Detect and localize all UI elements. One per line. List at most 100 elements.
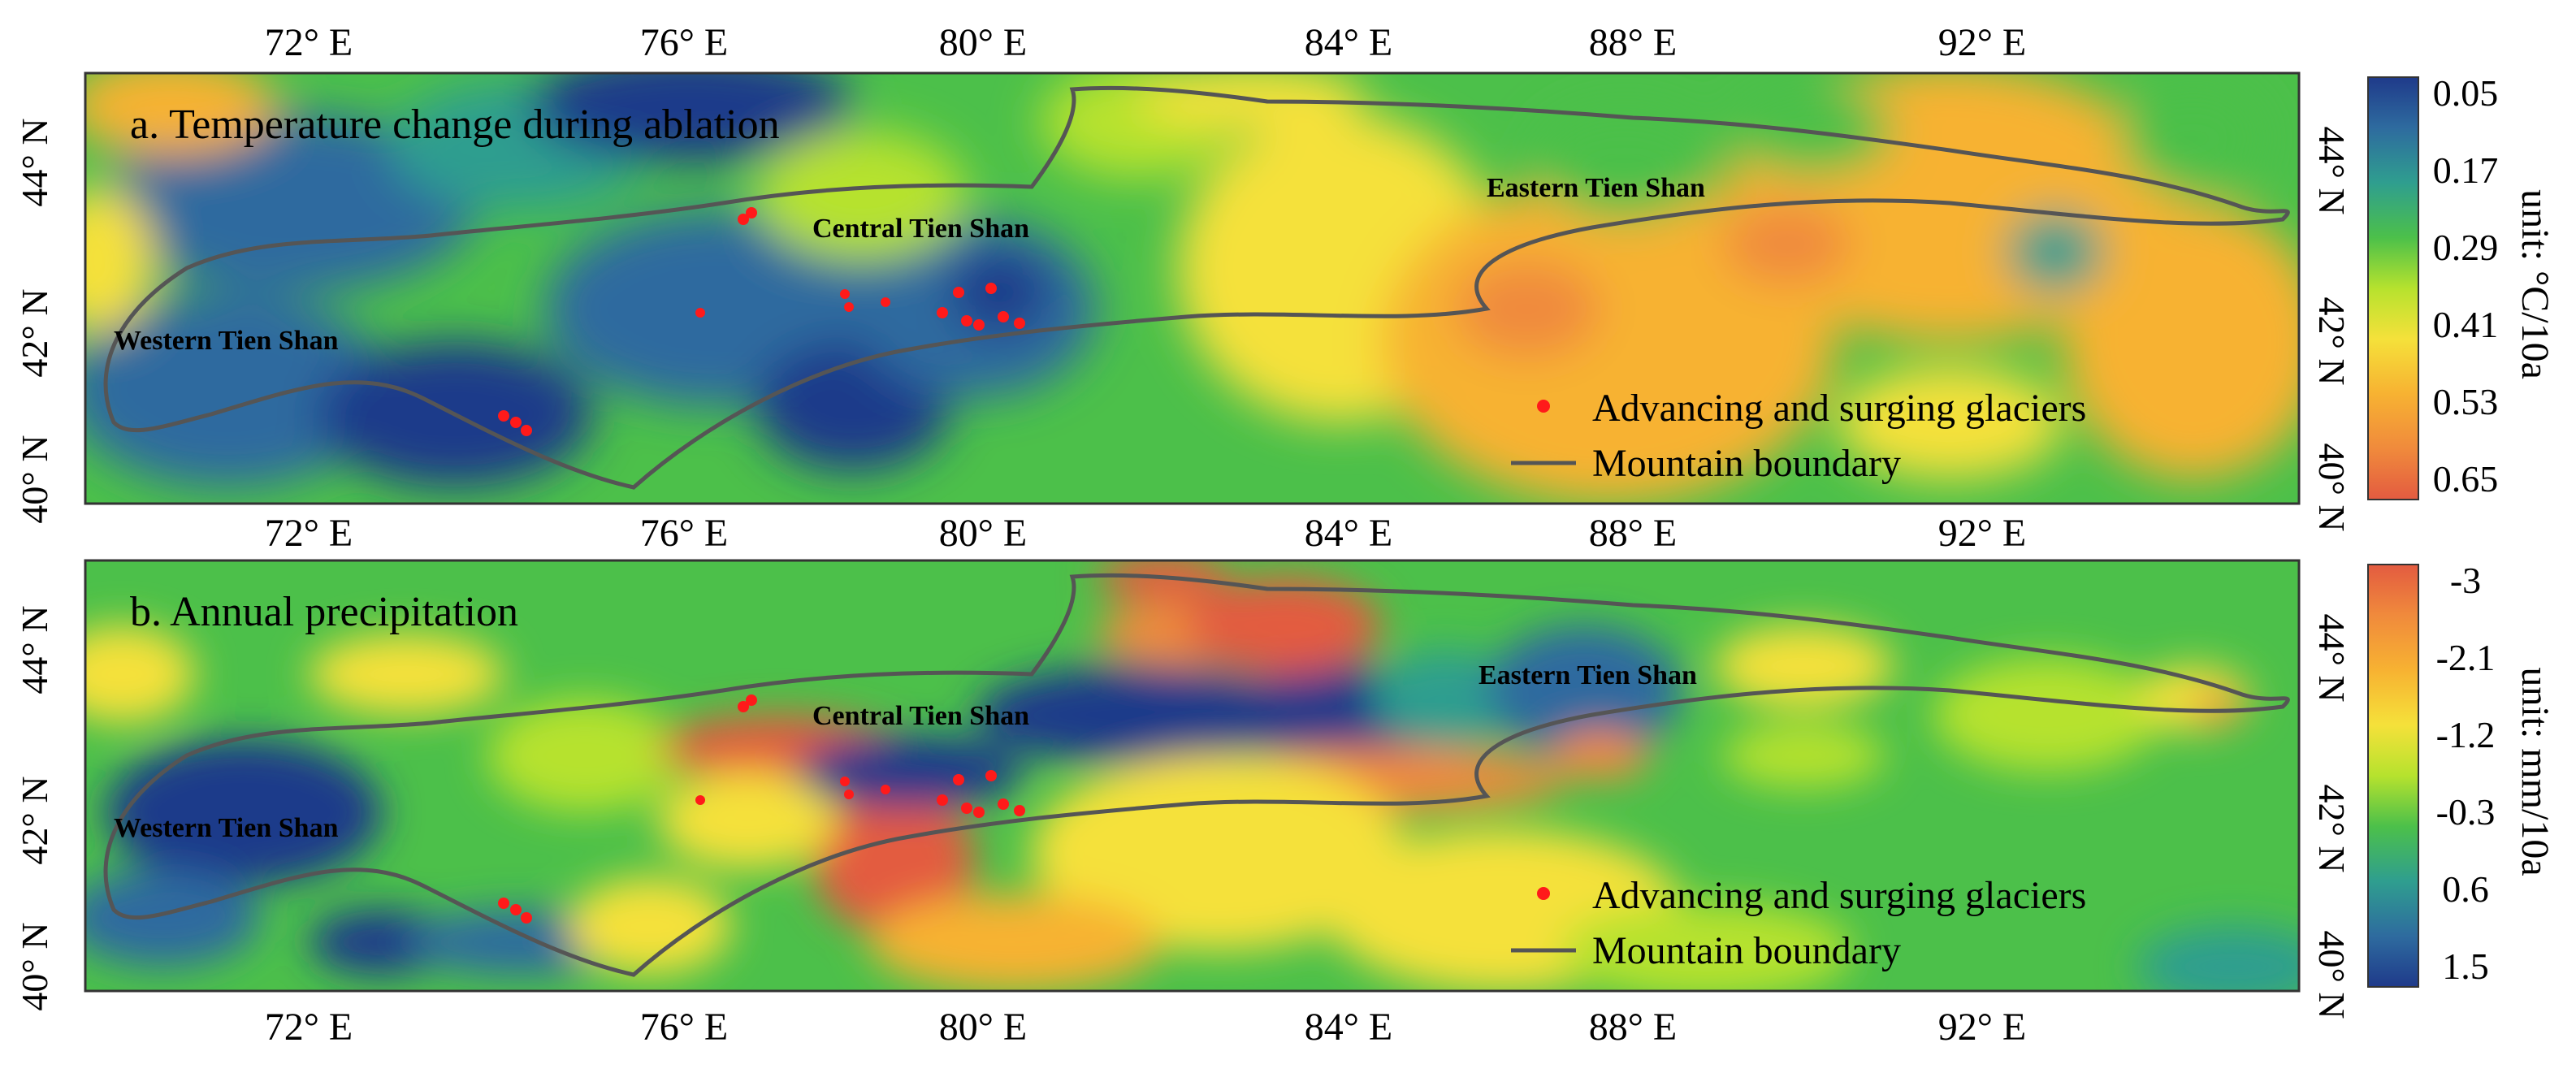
lat-labels-left: 44° N 42° N 40° N [14,605,55,1010]
lon-label: 84° E [1305,512,1393,555]
glacier-points [498,207,1025,436]
glacier-point [498,410,509,422]
glacier-legend-marker [1537,400,1550,413]
glacier-point [510,417,522,428]
legend: Advancing and surging glaciers Mountain … [1511,874,2086,972]
glacier-point [695,795,705,805]
glacier-point [498,898,509,909]
glacier-legend-label: Advancing and surging glaciers [1592,874,2086,917]
glacier-point [840,777,850,786]
lon-label: 80° E [939,1006,1028,1049]
glacier-point [738,214,749,225]
lon-label: 76° E [640,512,729,555]
lon-label: 84° E [1305,21,1393,64]
middle-lon-labels: 72° E 76° E 80° E 84° E 88° E 92° E [265,512,2027,555]
temperature-field [85,73,2299,504]
lat-label: 42° N [14,776,55,864]
glacier-point [521,425,532,436]
colorbar-tick: 0.6 [2442,868,2489,910]
glacier-point [746,207,757,218]
glacier-legend-label: Advancing and surging glaciers [1592,387,2086,430]
lon-label: 92° E [1938,1006,2027,1049]
lon-label: 72° E [265,512,353,555]
colorbar-tick: -0.3 [2436,791,2496,833]
glacier-point [844,302,854,312]
lat-label: 42° N [2311,296,2353,385]
lon-label: 80° E [939,21,1028,64]
glacier-point [521,912,532,924]
panel-a: a. Temperature change during ablation We… [14,71,2557,532]
glacier-point [695,308,705,318]
mountain-boundary [103,85,2290,490]
region-label-western: Western Tien Shan [114,326,339,356]
boundary-legend-label: Mountain boundary [1592,442,1901,485]
region-label-eastern: Eastern Tien Shan [1487,173,1705,203]
colorbar-unit: unit: °C/10a [2513,189,2557,379]
colorbar-unit: unit: mm/10a [2513,667,2557,876]
region-label-central: Central Tien Shan [812,214,1029,244]
glacier-point [881,785,890,794]
colorbar-tick: 0.29 [2433,227,2499,268]
lon-label: 80° E [939,512,1028,555]
mountain-boundary [103,573,2290,977]
colorbar-tick: 0.05 [2433,72,2499,114]
lat-label: 40° N [2311,930,2353,1019]
glacier-point [738,701,749,712]
map-frame [84,71,2301,505]
lon-label: 92° E [1938,21,2027,64]
lat-label: 42° N [2311,784,2353,872]
lat-label: 44° N [14,605,55,694]
colorbar-ramp [2367,564,2419,988]
glacier-point [844,790,854,799]
lat-label: 44° N [2311,613,2353,702]
colorbar-tick: 0.41 [2433,304,2499,345]
panel-b: b. Annual precipitation Western Tien Sha… [14,559,2557,1019]
lat-label: 44° N [2311,126,2353,214]
glacier-point [1014,805,1025,816]
legend: Advancing and surging glaciers Mountain … [1511,387,2086,485]
lat-labels-left: 44° N 42° N 40° N [14,118,55,523]
top-lon-labels: 72° E 76° E 80° E 84° E 88° E 92° E [265,21,2027,64]
lon-label: 76° E [640,21,729,64]
lon-label: 76° E [640,1006,729,1049]
lat-label: 40° N [2311,443,2353,531]
glacier-point [985,283,997,294]
colorbar-tick: 0.17 [2433,149,2499,191]
colorbar-ramp [2367,76,2419,500]
lon-label: 72° E [265,21,353,64]
colorbar: -3 -2.1 -1.2 -0.3 0.6 1.5 unit: mm/10a [2367,560,2557,988]
region-label-western: Western Tien Shan [114,813,339,843]
lat-labels-right: 44° N 42° N 40° N [2311,126,2353,531]
colorbar-tick: 0.53 [2433,381,2499,422]
lat-labels-right: 44° N 42° N 40° N [2311,613,2353,1019]
lon-label: 88° E [1589,512,1678,555]
region-label-eastern: Eastern Tien Shan [1478,660,1697,690]
glacier-point [998,311,1009,322]
panel-title: b. Annual precipitation [130,589,518,635]
glacier-points [498,694,1025,924]
lat-label: 42° N [14,288,55,377]
glacier-point [985,770,997,781]
glacier-point [937,794,948,806]
lon-label: 92° E [1938,512,2027,555]
lon-label: 72° E [265,1006,353,1049]
glacier-point [953,774,964,785]
glacier-point [937,307,948,318]
glacier-point [961,315,972,327]
glacier-point [881,297,890,307]
lon-label: 88° E [1589,21,1678,64]
lat-label: 40° N [14,922,55,1010]
lat-label: 40° N [14,435,55,523]
lon-label: 88° E [1589,1006,1678,1049]
glacier-point [973,319,985,331]
glacier-point [510,904,522,915]
glacier-point [953,287,964,298]
map-frame [84,559,2301,993]
region-label-central: Central Tien Shan [812,701,1029,731]
panel-title: a. Temperature change during ablation [130,102,780,148]
lon-label: 84° E [1305,1006,1393,1049]
glacier-point [746,694,757,706]
glacier-point [998,798,1009,810]
colorbar-tick: 1.5 [2442,945,2489,987]
